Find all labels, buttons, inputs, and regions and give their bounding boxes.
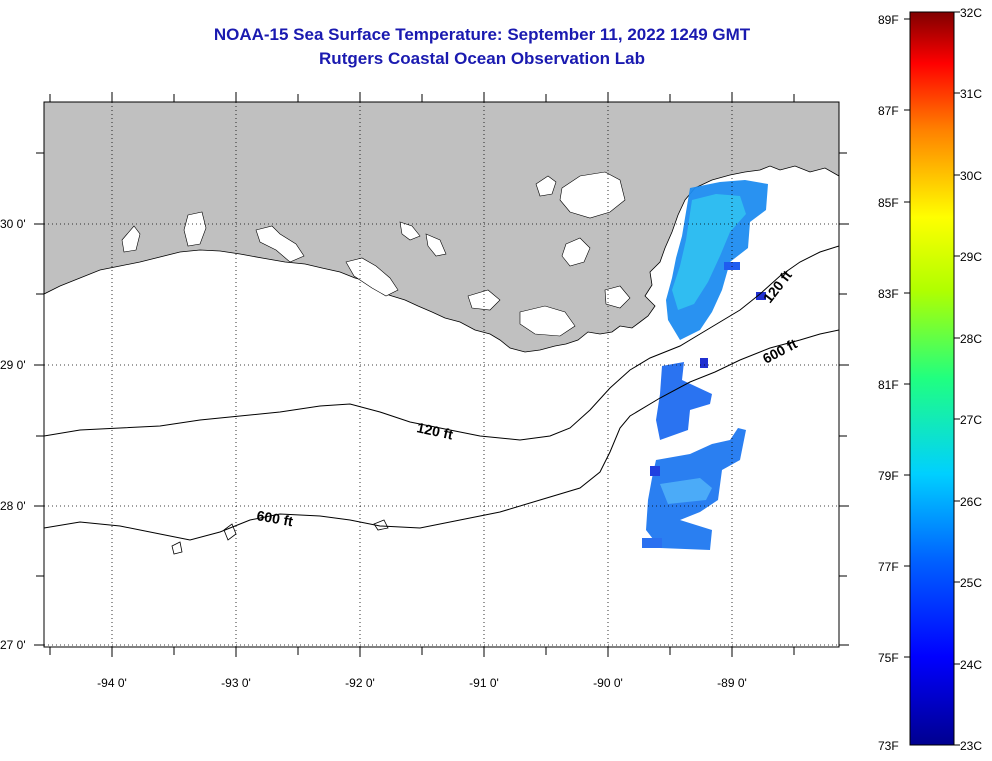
lake: [121, 225, 141, 253]
colorbar-f-label: 75F: [878, 651, 899, 665]
colorbar-f-label: 79F: [878, 469, 899, 483]
lake: [183, 211, 207, 247]
colorbar-f-label: 85F: [878, 196, 899, 210]
lon-tick-label: -91 0': [469, 676, 499, 690]
colorbar: [909, 11, 955, 746]
lat-tick-label: 27 0': [0, 638, 26, 652]
colorbar-c-label: 28C: [960, 332, 982, 346]
lake: [559, 171, 626, 219]
colorbar-c-label: 30C: [960, 169, 982, 183]
colorbar-f-label: 83F: [878, 287, 899, 301]
lon-tick-label: -93 0': [221, 676, 251, 690]
colorbar-c-label: 32C: [960, 6, 982, 20]
colorbar-f-label: 89F: [878, 13, 899, 27]
colorbar-c-label: 27C: [960, 413, 982, 427]
colorbar-ticks: [904, 11, 960, 746]
contour-600ft-islet: [171, 541, 183, 555]
contour-120ft: [44, 245, 839, 441]
lake: [255, 225, 305, 263]
lon-tick-label: -90 0': [593, 676, 623, 690]
colorbar-f-label: 87F: [878, 104, 899, 118]
lake: [561, 237, 591, 267]
lake: [399, 221, 421, 241]
lake: [519, 305, 576, 337]
lat-tick-label: 30 0': [0, 217, 26, 231]
lake: [604, 285, 631, 309]
lat-tick-label: 29 0': [0, 358, 26, 372]
colorbar-c-label: 26C: [960, 495, 982, 509]
map-subtitle: Rutgers Coastal Ocean Observation Lab: [319, 49, 645, 68]
contour-label-600ft: 600 ft: [255, 507, 294, 529]
lon-tick-label: -89 0': [717, 676, 747, 690]
lake: [467, 289, 501, 311]
map-grid: [44, 102, 839, 647]
contour-600ft-islet: [373, 519, 389, 531]
colorbar-c-label: 29C: [960, 250, 982, 264]
contour-label-120ft: 120 ft: [415, 419, 454, 442]
colorbar-f-label: 73F: [878, 739, 899, 753]
lake: [535, 175, 557, 197]
lon-tick-label: -92 0': [345, 676, 375, 690]
lake: [345, 257, 399, 297]
land-mass: [44, 102, 839, 353]
sst-swath: [642, 180, 768, 550]
map-ticks: [34, 92, 849, 657]
lat-tick-label: 28 0': [0, 499, 26, 513]
lake: [425, 233, 447, 257]
colorbar-f-label: 77F: [878, 560, 899, 574]
colorbar-c-label: 23C: [960, 739, 982, 753]
map-title: NOAA-15 Sea Surface Temperature: Septemb…: [213, 25, 751, 44]
colorbar-f-label: 81F: [878, 378, 899, 392]
colorbar-c-label: 24C: [960, 658, 982, 672]
lon-tick-label: -94 0': [97, 676, 127, 690]
map-frame: [43, 101, 840, 648]
colorbar-c-label: 25C: [960, 576, 982, 590]
colorbar-c-label: 31C: [960, 87, 982, 101]
